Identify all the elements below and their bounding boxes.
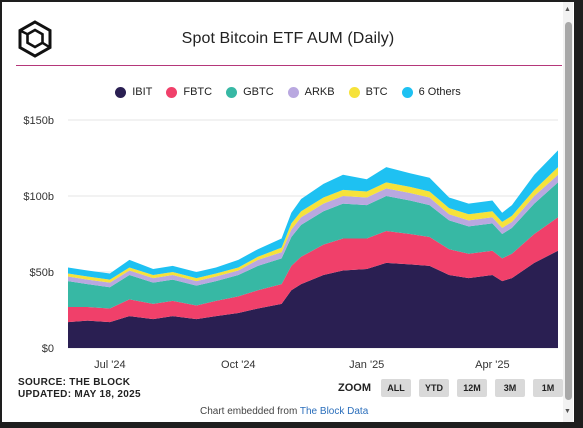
the-block-logo xyxy=(18,20,52,58)
legend-swatch xyxy=(166,86,178,98)
zoom-all-button[interactable]: ALL xyxy=(381,379,411,397)
legend-label: GBTC xyxy=(243,86,274,98)
y-tick-label: $150b xyxy=(23,115,54,127)
zoom-ytd-button[interactable]: YTD xyxy=(419,379,449,397)
x-tick-label: Jan '25 xyxy=(349,359,384,371)
chart-legend: IBIT FBTC GBTC ARKB BTC 6 Others xyxy=(2,86,574,98)
area-ibit[interactable] xyxy=(68,250,558,348)
legend-swatch xyxy=(287,86,299,98)
legend-label: IBIT xyxy=(132,86,153,98)
scroll-down-arrow-icon[interactable]: ▼ xyxy=(564,408,571,415)
y-tick-label: $0 xyxy=(42,343,54,355)
legend-item-btc[interactable]: BTC xyxy=(348,86,388,98)
area-arkb[interactable] xyxy=(68,174,558,288)
title-divider xyxy=(16,65,562,66)
chart-footer: SOURCE: THE BLOCK UPDATED: MAY 18, 2025 xyxy=(18,377,141,401)
legend-item-gbtc[interactable]: GBTC xyxy=(226,86,274,98)
legend-swatch xyxy=(401,86,413,98)
y-tick-label: $100b xyxy=(23,191,54,203)
zoom-3m-button[interactable]: 3M xyxy=(495,379,525,397)
x-tick-label: Oct '24 xyxy=(221,359,256,371)
updated-text: UPDATED: MAY 18, 2025 xyxy=(18,389,141,400)
zoom-1m-button[interactable]: 1M xyxy=(533,379,563,397)
credit-link[interactable]: The Block Data xyxy=(299,406,369,417)
legend-item-ibit[interactable]: IBIT xyxy=(115,86,152,98)
scroll-up-arrow-icon[interactable]: ▲ xyxy=(564,6,571,13)
stacked-area-chart[interactable]: $0 $50b $100b $150b Jul '24 Oct '24 Jan '25 Apr… xyxy=(2,102,574,372)
legend-label: ARKB xyxy=(304,86,335,98)
chart-title: Spot Bitcoin ETF AUM (Daily) xyxy=(181,30,395,47)
legend-item-others[interactable]: 6 Others xyxy=(401,86,461,98)
x-tick-label: Apr '25 xyxy=(475,359,510,371)
scrollbar-thumb[interactable] xyxy=(565,22,572,400)
legend-item-fbtc[interactable]: FBTC xyxy=(166,86,212,98)
chart-card: Spot Bitcoin ETF AUM (Daily) IBIT FBTC G… xyxy=(2,2,574,422)
legend-swatch xyxy=(226,86,238,98)
legend-item-arkb[interactable]: ARKB xyxy=(287,86,335,98)
legend-swatch xyxy=(348,86,360,98)
legend-swatch xyxy=(115,86,127,98)
zoom-controls: ZOOM ALL YTD 12M 3M 1M xyxy=(338,379,563,397)
area-fbtc[interactable] xyxy=(68,217,558,323)
zoom-label: ZOOM xyxy=(338,382,371,394)
y-tick-label: $50b xyxy=(30,267,54,279)
legend-label: FBTC xyxy=(183,86,213,98)
embed-credit: Chart embedded from The Block Data xyxy=(200,406,368,417)
zoom-12m-button[interactable]: 12M xyxy=(457,379,487,397)
area-gbtc[interactable] xyxy=(68,182,558,309)
legend-label: BTC xyxy=(365,86,388,98)
credit-prefix: Chart embedded from xyxy=(200,406,298,417)
x-tick-label: Jul '24 xyxy=(94,359,125,371)
legend-label: 6 Others xyxy=(418,86,461,98)
source-text: SOURCE: THE BLOCK xyxy=(18,377,131,388)
